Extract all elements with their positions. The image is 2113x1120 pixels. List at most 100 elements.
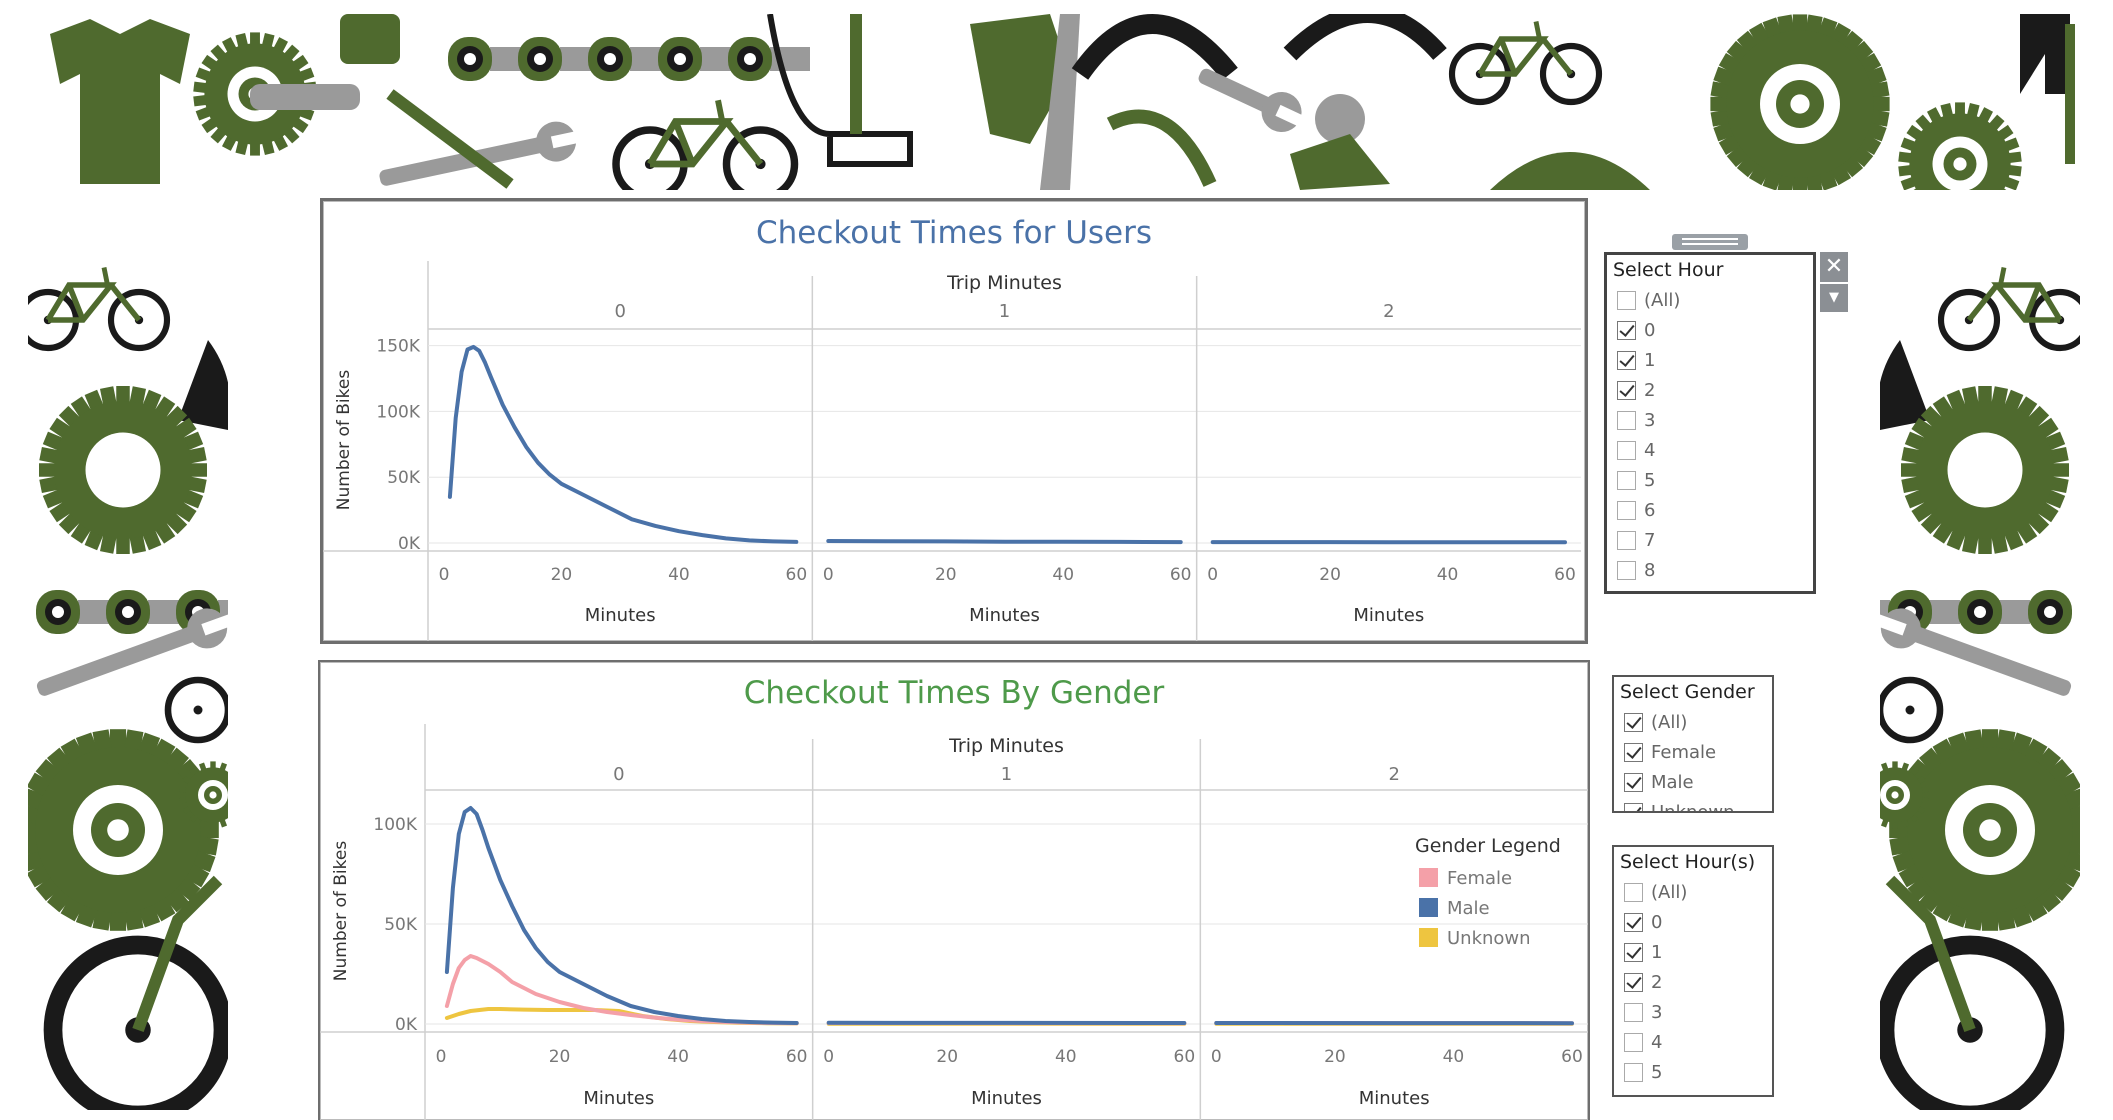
checkbox[interactable] (1624, 742, 1643, 762)
facet-label: 2 (1383, 301, 1394, 322)
checkbox[interactable] (1624, 1032, 1643, 1052)
filter-option[interactable]: Female (1614, 737, 1772, 767)
filter-option[interactable]: Unknown (1614, 797, 1772, 813)
y-axis-label: Number of Bikes (334, 370, 354, 511)
gear-tooth (210, 819, 216, 829)
filter-option[interactable]: 3 (1607, 405, 1813, 435)
chart-title: Checkout Times By Gender (743, 675, 1165, 711)
checkbox[interactable] (1617, 500, 1636, 520)
checkbox[interactable] (1617, 560, 1636, 580)
filter-option[interactable]: 5 (1607, 465, 1813, 495)
checkbox[interactable] (1624, 772, 1643, 792)
chain-pin-center (604, 53, 616, 65)
filter-option-label: (All) (1651, 881, 1688, 903)
filter-option[interactable]: Male (1614, 767, 1772, 797)
filter-option[interactable]: 1 (1614, 937, 1772, 967)
checkbox[interactable] (1617, 530, 1636, 550)
filter-option[interactable]: 4 (1614, 1027, 1772, 1057)
filter-option-label: 0 (1651, 911, 1663, 933)
legend-swatch-male (1419, 898, 1438, 917)
checkbox[interactable] (1624, 882, 1643, 902)
x-axis-label: Minutes (1359, 1088, 1430, 1109)
filter-title: Select Hour(s) (1620, 851, 1756, 873)
x-tick-label: 60 (786, 1047, 808, 1067)
gear-center (1953, 157, 1967, 171)
x-tick-label: 20 (936, 1047, 958, 1067)
filter-drag-handle[interactable] (1672, 234, 1748, 250)
close-icon[interactable]: ✕ (1820, 252, 1848, 282)
checkbox[interactable] (1624, 912, 1643, 932)
checkbox[interactable] (1624, 1002, 1643, 1022)
tire (43, 935, 228, 1110)
filter-option[interactable]: 8 (1607, 555, 1813, 585)
checkbox[interactable] (1624, 802, 1643, 811)
filter-option[interactable]: 3 (1614, 997, 1772, 1027)
checkbox[interactable] (1617, 410, 1636, 430)
legend-label: Female (1447, 868, 1512, 889)
x-axis-label: Minutes (1353, 605, 1424, 626)
series-line-male-facet-0 (444, 806, 799, 1025)
filter-option-label: 3 (1644, 409, 1656, 431)
filter-option-label: 2 (1644, 379, 1656, 401)
x-tick-label: 60 (786, 565, 808, 585)
wrench-handle (379, 134, 557, 186)
checkbox[interactable] (1617, 470, 1636, 490)
filter-option-label: 4 (1651, 1031, 1663, 1053)
x-tick-label: 0 (436, 1047, 447, 1067)
filter-option[interactable]: 1 (1607, 345, 1813, 375)
hub (193, 705, 203, 715)
filter-option-label: Male (1651, 771, 1694, 793)
checkbox[interactable] (1617, 290, 1636, 310)
checkbox[interactable] (1617, 320, 1636, 340)
derailleur-body (1290, 134, 1390, 190)
filter-option[interactable]: 2 (1607, 375, 1813, 405)
checkbox[interactable] (1624, 1062, 1643, 1082)
filter-option[interactable]: (All) (1614, 707, 1772, 737)
filter-option[interactable]: (All) (1607, 285, 1813, 315)
rotor-center (99, 446, 147, 494)
filter-option[interactable]: 0 (1607, 315, 1813, 345)
facet-label: 2 (1388, 764, 1399, 785)
filter-option-label: 8 (1644, 559, 1656, 581)
mountain-bike-graphic (1448, 21, 1603, 106)
filter-option[interactable]: 4 (1607, 435, 1813, 465)
chain-plate (1880, 600, 1890, 624)
facet-label: 1 (999, 301, 1010, 322)
checkbox[interactable] (1617, 350, 1636, 370)
bike-stem (101, 267, 110, 286)
dropdown-menu-icon[interactable]: ▼ (1820, 284, 1848, 312)
side-wrench-graphic (1880, 608, 2072, 696)
checkout-times-users-panel: Checkout Times for Users Trip Minutes 150… (320, 198, 1588, 644)
checkbox[interactable] (1617, 440, 1636, 460)
checkbox[interactable] (1617, 380, 1636, 400)
x-tick-label: 40 (667, 1047, 689, 1067)
gear-center (107, 819, 129, 841)
bike-parts-left-border-image (28, 267, 228, 1110)
filter-option-label: Female (1651, 741, 1717, 763)
filter-option[interactable]: 5 (1614, 1057, 1772, 1087)
filter-option[interactable]: 6 (1607, 495, 1813, 525)
checkbox[interactable] (1624, 712, 1643, 732)
filter-option[interactable]: 0 (1614, 907, 1772, 937)
facet-label: 1 (1001, 764, 1012, 785)
checkbox[interactable] (1624, 972, 1643, 992)
filter-option-label: 1 (1644, 349, 1656, 371)
bmx-bike-graphic (612, 99, 799, 190)
filter-option-label: (All) (1651, 711, 1688, 733)
legend-label: Male (1447, 898, 1490, 919)
x-axis-label: Minutes (971, 1088, 1042, 1109)
bike-stem (1998, 267, 2007, 286)
helmet-edge (1880, 340, 1930, 430)
x-tick-label: 60 (1170, 565, 1192, 585)
y-tick-label: 0K (395, 1015, 418, 1035)
tire (1880, 676, 1944, 744)
gear-tooth (1892, 819, 1898, 829)
filter-option-label: Unknown (1651, 801, 1735, 813)
bike-stem (1533, 21, 1542, 40)
filter-option-label: 5 (1644, 469, 1656, 491)
pump-handle (386, 89, 514, 189)
checkbox[interactable] (1624, 942, 1643, 962)
filter-option[interactable]: 2 (1614, 967, 1772, 997)
filter-option[interactable]: 7 (1607, 525, 1813, 555)
filter-option[interactable]: (All) (1614, 877, 1772, 907)
